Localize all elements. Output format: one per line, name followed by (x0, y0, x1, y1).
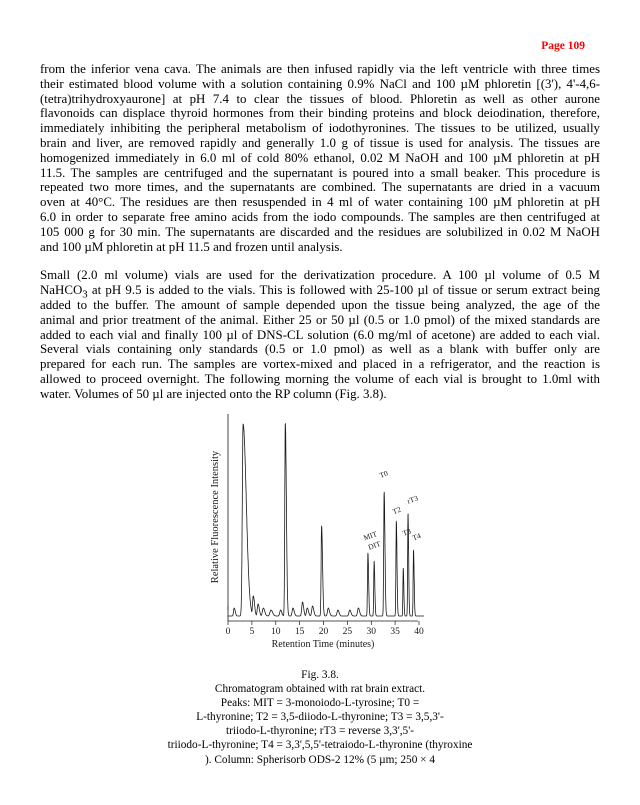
svg-text:Relative Fluorescence Intensit: Relative Fluorescence Intensity (210, 450, 221, 583)
svg-text:30: 30 (367, 627, 377, 637)
svg-text:MIT: MIT (362, 529, 378, 542)
svg-text:0: 0 (226, 627, 231, 637)
svg-text:5: 5 (250, 627, 255, 637)
svg-text:20: 20 (319, 627, 329, 637)
svg-text:25: 25 (343, 627, 353, 637)
svg-text:T2: T2 (391, 505, 402, 516)
svg-text:rT3: rT3 (406, 493, 419, 505)
svg-text:40: 40 (414, 627, 424, 637)
svg-text:T0: T0 (378, 468, 389, 479)
svg-text:10: 10 (271, 627, 281, 637)
svg-text:T4: T4 (411, 531, 422, 542)
svg-text:T3: T3 (401, 526, 412, 537)
svg-text:Retention Time (minutes): Retention Time (minutes) (272, 639, 375, 650)
svg-text:15: 15 (295, 627, 305, 637)
svg-text:35: 35 (390, 627, 400, 637)
svg-text:DIT: DIT (367, 539, 382, 552)
